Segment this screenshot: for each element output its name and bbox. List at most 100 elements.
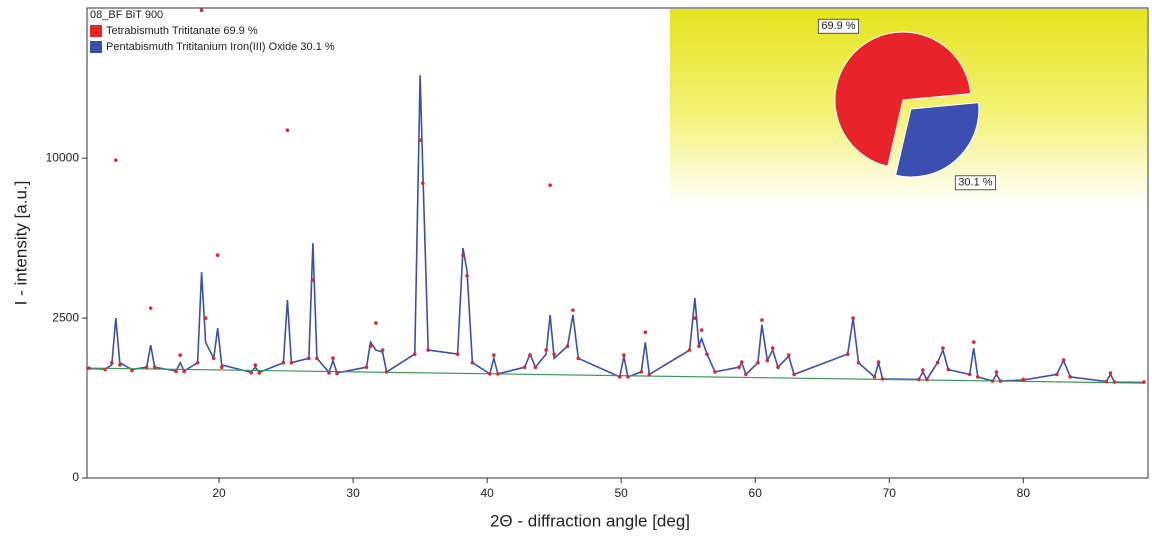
data-point — [975, 375, 980, 379]
data-point — [461, 253, 465, 257]
data-point — [103, 367, 107, 372]
data-point — [705, 352, 709, 356]
chart-title: 08_BF BiT 900 — [90, 9, 163, 21]
data-point — [118, 363, 122, 367]
data-point — [765, 358, 770, 363]
data-point — [522, 365, 527, 370]
data-point — [496, 372, 500, 376]
data-point — [174, 369, 178, 374]
data-point — [626, 375, 630, 379]
data-point — [565, 344, 570, 348]
plot-frame — [86, 7, 1149, 479]
data-point — [872, 375, 877, 379]
data-point — [285, 128, 290, 133]
data-point — [219, 365, 224, 370]
data-point — [618, 375, 622, 379]
data-point — [335, 371, 339, 376]
data-point — [412, 352, 417, 356]
x-tick-label: 30 — [346, 486, 360, 500]
data-point — [281, 360, 286, 365]
data-point — [1142, 380, 1146, 384]
data-point — [492, 353, 496, 357]
legend-swatch — [90, 25, 102, 37]
data-point — [1104, 379, 1109, 384]
data-point — [331, 356, 335, 360]
data-point — [998, 379, 1003, 383]
data-point — [420, 181, 425, 185]
y-axis-title: I - intensity [a.u.] — [11, 181, 30, 306]
data-point — [307, 356, 311, 361]
data-point — [465, 273, 469, 278]
legend-label: Tetrabismuth Trititanate 69.9 % — [106, 25, 258, 37]
y-tick-label: 10000 — [46, 150, 80, 164]
data-point — [916, 377, 921, 382]
data-point — [368, 344, 373, 348]
data-point — [289, 360, 294, 365]
data-point — [697, 344, 701, 348]
x-tick-label: 60 — [749, 486, 763, 500]
pie-slice — [895, 102, 980, 178]
data-point — [195, 360, 200, 365]
data-point — [990, 379, 995, 383]
data-point — [528, 353, 532, 357]
data-point — [144, 365, 149, 370]
data-point — [380, 348, 385, 352]
data-point — [182, 369, 186, 374]
data-point — [756, 360, 760, 365]
data-point — [552, 352, 556, 356]
pie-label-box — [954, 175, 996, 191]
data-point — [1068, 375, 1073, 379]
data-point — [455, 352, 460, 356]
data-point — [1112, 380, 1117, 384]
data-point — [699, 328, 704, 332]
data-point — [533, 365, 538, 370]
y-tick-label: 2500 — [52, 310, 79, 324]
data-point — [935, 360, 940, 365]
data-point — [971, 340, 976, 344]
data-point — [253, 363, 258, 367]
data-point — [1055, 372, 1059, 377]
data-point — [211, 356, 216, 361]
data-point — [760, 318, 764, 322]
data-point — [1108, 371, 1113, 375]
x-axis-title: 2Θ - diffraction angle [deg] — [490, 511, 690, 530]
data-point — [548, 183, 552, 187]
data-point — [571, 308, 575, 312]
legend-label: Pentabismuth Trititanium Iron(III) Oxide… — [106, 41, 335, 53]
data-point — [941, 346, 945, 350]
data-point — [418, 138, 422, 143]
x-tick-label: 70 — [883, 486, 897, 500]
data-point — [249, 371, 254, 375]
data-point — [364, 365, 369, 370]
data-point — [920, 368, 925, 372]
data-point — [994, 370, 999, 374]
data-point — [203, 316, 208, 320]
data-point — [744, 372, 748, 377]
x-tick-label: 80 — [1017, 486, 1031, 500]
pie-slice — [834, 31, 972, 167]
data-point — [845, 352, 850, 356]
x-tick-label: 40 — [480, 486, 494, 500]
data-point — [740, 360, 744, 364]
data-point — [215, 253, 220, 257]
data-point — [327, 371, 331, 375]
x-tick-label: 20 — [212, 486, 226, 500]
data-point — [311, 278, 315, 282]
data-point — [257, 371, 262, 375]
background-line — [88, 367, 1145, 384]
data-point — [148, 306, 153, 310]
data-point — [946, 367, 951, 372]
data-point — [851, 316, 855, 320]
data-point — [178, 353, 182, 357]
data-point — [109, 360, 114, 365]
data-point — [374, 321, 378, 325]
data-point — [114, 158, 118, 162]
data-point — [315, 356, 319, 361]
data-point — [880, 377, 885, 381]
data-point — [639, 370, 644, 374]
data-point — [647, 372, 652, 377]
data-point — [967, 372, 972, 377]
pie-label-box — [817, 18, 859, 34]
data-point — [1021, 377, 1026, 382]
data-point — [776, 365, 780, 370]
